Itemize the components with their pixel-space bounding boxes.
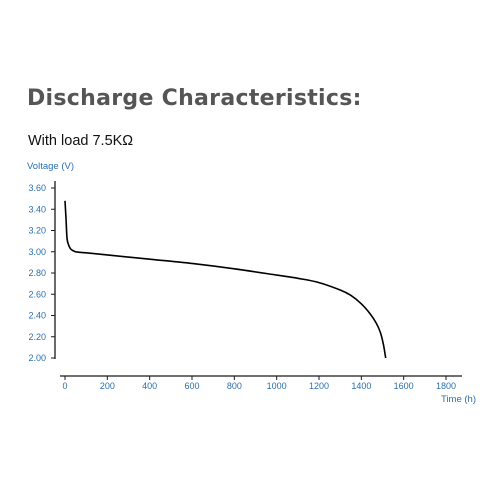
y-tick-label: 2.20 bbox=[28, 332, 46, 342]
y-tick-label: 2.60 bbox=[28, 289, 46, 299]
x-tick-label: 600 bbox=[184, 381, 199, 391]
x-tick-label: 1200 bbox=[309, 381, 329, 391]
y-tick-label: 2.40 bbox=[28, 311, 46, 321]
series-group bbox=[64, 200, 387, 359]
y-tick-label: 3.40 bbox=[28, 204, 46, 214]
page-heading: Discharge Characteristics: bbox=[27, 86, 362, 111]
y-tick-label: 2.00 bbox=[28, 353, 46, 363]
y-axis-title: Voltage (V) bbox=[27, 161, 74, 172]
x-ticks: 0 200 400 600 800 1000 1200 1400 1600 1800 bbox=[62, 376, 456, 391]
x-tick-label: 1400 bbox=[351, 381, 371, 391]
y-tick-label: 3.60 bbox=[28, 183, 46, 193]
y-tick-label: 2.80 bbox=[28, 268, 46, 278]
x-tick-label: 200 bbox=[100, 381, 115, 391]
axes bbox=[54, 181, 462, 377]
x-tick-label: 1000 bbox=[267, 381, 287, 391]
x-tick-label: 0 bbox=[62, 381, 67, 391]
x-tick-label: 1600 bbox=[394, 381, 414, 391]
x-tick-label: 800 bbox=[227, 381, 242, 391]
y-tick-label: 3.20 bbox=[28, 226, 46, 236]
load-subheading: With load 7.5KΩ bbox=[28, 133, 134, 149]
y-ticks: 3.60 3.40 3.20 3.00 2.80 2.60 2.40 2.20 2.00 bbox=[28, 183, 55, 363]
x-axis-title: Time (h) bbox=[441, 394, 476, 405]
discharge-curve bbox=[64, 200, 387, 359]
y-tick-label: 3.00 bbox=[28, 247, 46, 257]
x-tick-label: 400 bbox=[142, 381, 157, 391]
x-tick-label: 1800 bbox=[436, 381, 456, 391]
